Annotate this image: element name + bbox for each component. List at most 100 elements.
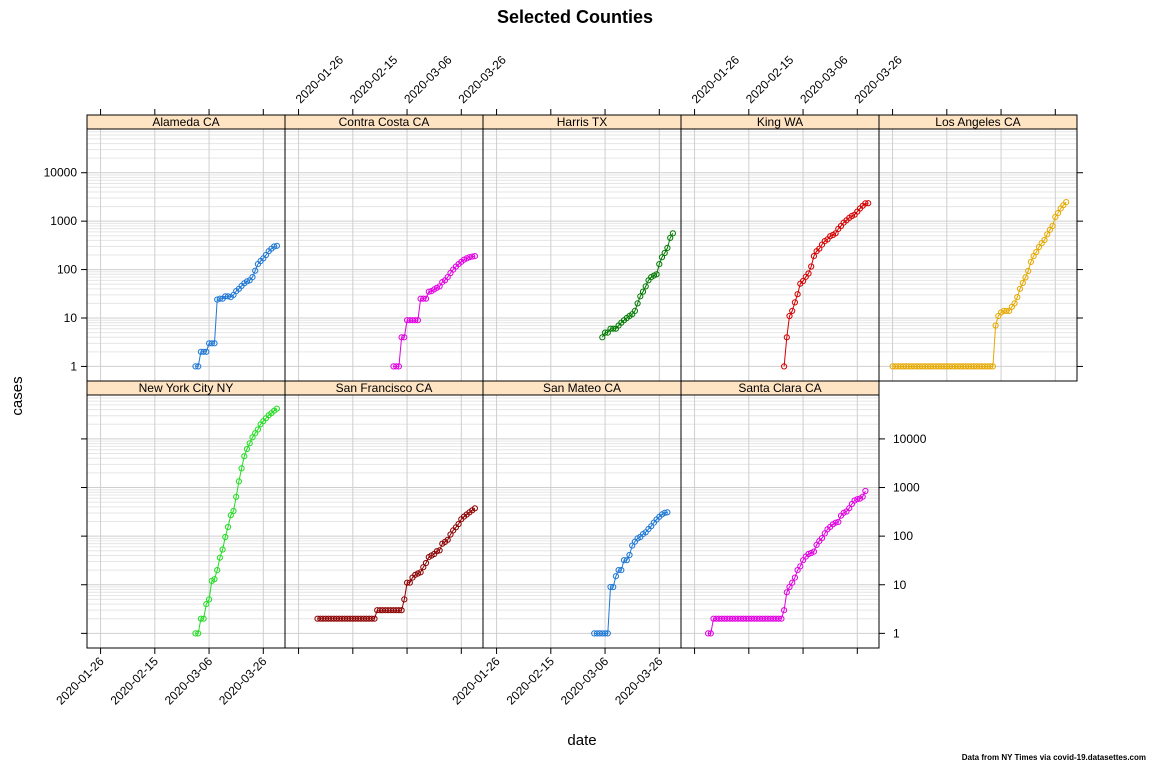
y-tick-label: 10 (64, 311, 78, 325)
panel-strip-label: San Mateo CA (543, 381, 621, 395)
data-point (808, 263, 815, 270)
data-point (216, 554, 223, 561)
series-line (708, 490, 866, 634)
y-tick-label: 1 (893, 626, 900, 640)
data-point (862, 200, 869, 207)
panel-strip-label: San Francisco CA (336, 381, 433, 395)
data-point (642, 283, 649, 290)
data-point (197, 615, 204, 622)
series-line (783, 202, 869, 367)
data-point (1049, 222, 1056, 229)
panel-san-mateo-ca: San Mateo CA (482, 380, 682, 649)
data-point (664, 509, 671, 516)
data-point (781, 607, 788, 614)
data-point (783, 589, 790, 596)
panel-strip-label: New York City NY (139, 381, 234, 395)
data-point (1016, 285, 1024, 292)
data-point (661, 509, 668, 517)
data-point (805, 550, 812, 558)
panel-king-wa: King WA (680, 114, 880, 382)
data-point (224, 523, 232, 531)
data-point (1011, 300, 1018, 307)
data-point (612, 573, 620, 580)
panel-strip-label: Santa Clara CA (738, 381, 821, 395)
data-point (786, 312, 793, 320)
data-point (835, 518, 842, 526)
x-tick-label: 2020-03-26 (456, 53, 510, 107)
panel-strip-label: King WA (757, 115, 803, 129)
data-point (195, 630, 202, 637)
data-point (433, 548, 440, 555)
data-point (412, 317, 419, 324)
data-point (604, 630, 611, 637)
data-point (794, 291, 801, 298)
data-point (233, 493, 240, 500)
data-point (192, 630, 199, 637)
panel-strip-label: Los Angeles CA (935, 115, 1020, 129)
data-point (786, 583, 793, 591)
data-point (444, 536, 451, 543)
data-point (414, 317, 421, 324)
x-tick-label: 2020-02-15 (504, 654, 558, 708)
data-point (471, 253, 478, 260)
data-point (227, 512, 234, 519)
y-axis-label: cases (9, 376, 26, 415)
data-point (707, 630, 714, 637)
data-point (667, 234, 674, 241)
data-point (791, 574, 799, 581)
series-line (195, 245, 278, 367)
data-point (658, 254, 666, 261)
panels-group: Alameda CA Contra Costa CA Harris TX King W… (44, 53, 1083, 708)
series-line (594, 511, 668, 634)
data-point (791, 299, 799, 306)
data-point (810, 548, 818, 555)
x-tick-label: 2020-03-26 (852, 53, 906, 107)
data-point (859, 493, 866, 500)
x-tick-label: 2020-03-26 (612, 654, 666, 708)
y-tick-label: 100 (57, 263, 77, 277)
data-point (626, 551, 633, 559)
data-point (620, 557, 628, 564)
data-point (395, 363, 402, 370)
data-point (417, 569, 424, 576)
data-point (661, 249, 668, 257)
data-point (669, 230, 677, 237)
x-axis-label: date (567, 732, 596, 749)
data-point (395, 607, 402, 614)
data-point (854, 496, 861, 503)
data-point (192, 363, 199, 370)
x-tick-label: 2020-01-26 (449, 654, 503, 708)
x-tick-label: 2020-03-06 (797, 53, 851, 107)
panel-frame (680, 394, 880, 649)
panel-san-francisco-ca: San Francisco CA (284, 380, 484, 649)
panel-strip-label: Contra Costa CA (339, 115, 430, 129)
data-point (422, 559, 430, 567)
data-point (610, 583, 617, 591)
source-caption: Data from NY Times via covid-19.datasett… (962, 753, 1146, 762)
data-point (653, 271, 660, 278)
data-point (818, 535, 826, 542)
data-point (235, 478, 242, 485)
panel-strip-label: Alameda CA (152, 115, 219, 129)
data-point (211, 340, 218, 347)
data-point (634, 300, 641, 307)
data-point (800, 277, 807, 285)
data-point (992, 322, 999, 329)
data-point (214, 567, 221, 574)
panel-strip-label: Harris TX (557, 115, 607, 129)
x-tick-label: 2020-03-06 (162, 654, 216, 708)
data-point (238, 465, 245, 472)
data-point (241, 453, 248, 460)
data-point (224, 293, 232, 300)
data-point (865, 200, 872, 207)
data-point (200, 615, 207, 622)
y-tick-label: 1 (70, 359, 77, 373)
data-point (1033, 248, 1040, 256)
data-point (797, 563, 804, 570)
y-tick-label: 100 (893, 529, 913, 543)
data-point (705, 630, 712, 637)
data-point (436, 547, 443, 554)
panel-alameda-ca: Alameda CA (86, 114, 286, 382)
data-point (805, 270, 812, 277)
data-point (203, 601, 210, 608)
